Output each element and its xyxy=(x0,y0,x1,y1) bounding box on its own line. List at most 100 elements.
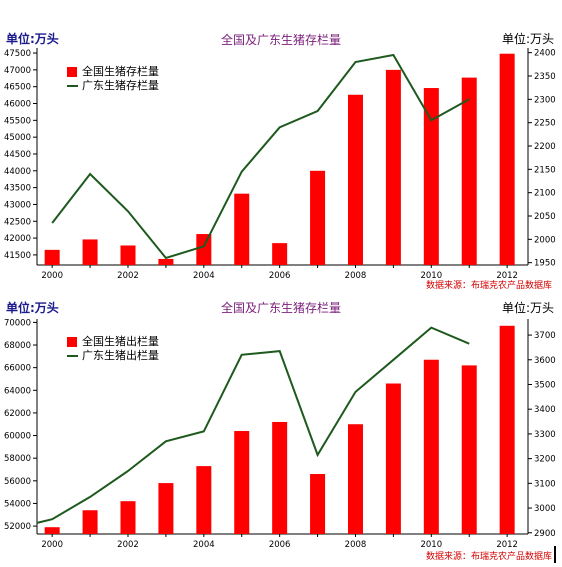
bar xyxy=(423,88,439,265)
y-left-tick-label: 70000 xyxy=(4,318,31,328)
bar xyxy=(196,466,212,534)
legend-item-line: 广东生猪存栏量 xyxy=(67,79,159,93)
y-left-tick-label: 52000 xyxy=(4,522,31,532)
y-left-tick-label: 54000 xyxy=(4,499,31,509)
bar xyxy=(499,325,515,534)
legend: 全国生猪出栏量 广东生猪出栏量 xyxy=(67,335,159,363)
legend-label-bar: 全国生猪存栏量 xyxy=(82,65,159,78)
y-right-tick-label: 3300 xyxy=(534,430,556,440)
y-right-tick-label: 2050 xyxy=(534,212,556,222)
bar xyxy=(234,193,250,265)
legend-swatch-line xyxy=(67,85,78,87)
y-left-tick-label: 56000 xyxy=(4,477,31,487)
y-left-tick-label: 46000 xyxy=(4,100,31,110)
bar xyxy=(385,69,401,265)
y-right-tick-label: 3600 xyxy=(534,356,556,366)
y-left-tick-label: 42500 xyxy=(4,217,31,227)
y-left-tick-label: 66000 xyxy=(4,364,31,374)
y-right-tick-label: 2100 xyxy=(534,189,556,199)
y-left-tick-label: 47500 xyxy=(4,49,31,59)
bar xyxy=(423,359,439,534)
legend-item-line: 广东生猪出栏量 xyxy=(67,349,159,363)
legend-swatch-line xyxy=(67,355,78,357)
y-right-tick-label: 2300 xyxy=(534,95,556,105)
y-left-tick-label: 68000 xyxy=(4,341,31,351)
bar xyxy=(461,365,477,534)
y-right-tick-label: 3500 xyxy=(534,380,556,390)
bar xyxy=(44,249,60,265)
y-left-tick-label: 45500 xyxy=(4,116,31,126)
line-series xyxy=(36,326,470,524)
y-left-tick-label: 41500 xyxy=(4,251,31,261)
y-left-tick-label: 46500 xyxy=(4,83,31,93)
x-tick-label: 2006 xyxy=(269,540,291,550)
x-tick-label: 2008 xyxy=(345,540,367,550)
x-tick-label: 2010 xyxy=(420,271,442,281)
data-source-note: 数据来源：布瑞克农产品数据库 xyxy=(425,281,552,291)
y-left-tick-label: 42000 xyxy=(4,234,31,244)
y-right-tick-label: 2000 xyxy=(534,235,556,245)
bar xyxy=(82,510,98,534)
bar xyxy=(272,243,288,265)
x-tick-label: 2004 xyxy=(193,271,215,281)
y-right-tick-label: 3200 xyxy=(534,455,556,465)
bar xyxy=(196,234,212,265)
bar xyxy=(158,483,174,534)
y-right-tick-label: 2350 xyxy=(534,72,556,82)
chart-title: 全国及广东生猪存栏量 xyxy=(220,301,341,315)
legend-item-bar: 全国生猪出栏量 xyxy=(67,335,159,349)
right-axis-unit: 单位:万头 xyxy=(501,32,554,46)
y-right-tick-label: 2400 xyxy=(534,49,556,59)
data-source-note: 数据来源：布瑞克农产品数据库 xyxy=(425,552,552,562)
bar xyxy=(120,501,136,534)
y-left-tick-label: 64000 xyxy=(4,386,31,396)
bar xyxy=(310,170,326,265)
bar xyxy=(234,431,250,534)
bar xyxy=(347,424,363,534)
y-left-tick-label: 60000 xyxy=(4,432,31,442)
bar xyxy=(272,421,288,534)
x-tick-label: 2004 xyxy=(193,540,215,550)
line-series xyxy=(51,53,470,260)
y-right-tick-label: 3100 xyxy=(534,479,556,489)
y-left-tick-label: 58000 xyxy=(4,454,31,464)
legend-item-bar: 全国生猪存栏量 xyxy=(67,65,159,79)
bar xyxy=(44,527,60,534)
y-right-tick-label: 2250 xyxy=(534,119,556,129)
y-left-tick-label: 43000 xyxy=(4,200,31,210)
bar xyxy=(347,94,363,265)
y-right-tick-label: 3700 xyxy=(534,331,556,341)
legend-label-bar: 全国生猪出栏量 xyxy=(82,335,159,348)
text-cursor xyxy=(554,546,556,563)
y-left-tick-label: 44000 xyxy=(4,167,31,177)
chart-title: 全国及广东生猪存栏量 xyxy=(220,33,341,47)
legend: 全国生猪存栏量 广东生猪存栏量 xyxy=(67,65,159,93)
bar xyxy=(120,245,136,265)
chart-stock: 单位:万头 全国及广东生猪存栏量 单位:万头 全国生猪存栏量 广东生猪存栏量 4… xyxy=(4,32,556,291)
x-tick-label: 2006 xyxy=(269,271,291,281)
x-tick-label: 2012 xyxy=(496,540,518,550)
x-tick-label: 2012 xyxy=(496,271,518,281)
legend-label-line: 广东生猪出栏量 xyxy=(82,349,159,362)
bar xyxy=(385,383,401,534)
x-tick-label: 2002 xyxy=(117,540,139,550)
x-tick-label: 2002 xyxy=(117,271,139,281)
bar xyxy=(310,474,326,534)
y-right-tick-label: 3000 xyxy=(534,504,556,514)
legend-label-line: 广东生猪存栏量 xyxy=(82,79,159,92)
x-tick-label: 2010 xyxy=(420,540,442,550)
right-axis-unit: 单位:万头 xyxy=(501,301,554,315)
legend-swatch-bar xyxy=(67,67,77,77)
y-right-tick-label: 3400 xyxy=(534,405,556,415)
chart-plot-slaughter: 52000 54000 56000 58000 60000 62000 64000 66000… xyxy=(4,318,556,550)
x-tick-label: 2000 xyxy=(41,540,63,550)
x-tick-label: 2008 xyxy=(345,271,367,281)
y-left-tick-label: 47000 xyxy=(4,66,31,76)
y-left-tick-label: 43500 xyxy=(4,184,31,194)
y-left-tick-label: 62000 xyxy=(4,409,31,419)
left-axis-unit: 单位:万头 xyxy=(6,32,59,46)
bar xyxy=(461,77,477,265)
y-right-tick-label: 2150 xyxy=(534,165,556,175)
y-right-tick-label: 2200 xyxy=(534,142,556,152)
y-left-tick-label: 45000 xyxy=(4,133,31,143)
